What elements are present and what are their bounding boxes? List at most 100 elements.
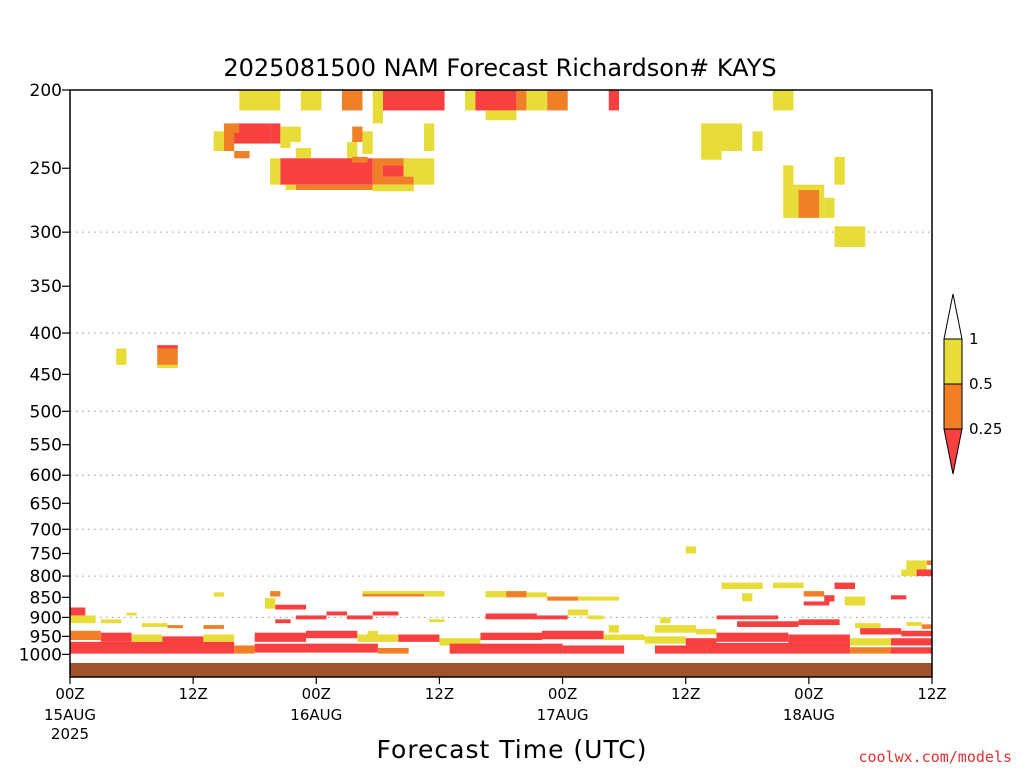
y-tick-label-500: 500 — [30, 402, 62, 422]
ri-cell-17 — [213, 131, 224, 151]
ri-cell-122 — [644, 636, 686, 644]
x-tick-label-3: 12Z — [425, 685, 454, 703]
y-tick-label-450: 450 — [30, 365, 62, 385]
ri-cell-57 — [916, 569, 932, 577]
ri-cell-45 — [798, 189, 820, 218]
ri-cell-102 — [737, 621, 799, 628]
ri-cell-87 — [295, 615, 327, 620]
x-tick-label-5: 12Z — [671, 685, 700, 703]
ri-cell-133 — [562, 645, 625, 654]
ri-cell-96 — [588, 615, 604, 620]
ri-cell-60 — [834, 582, 856, 590]
ri-cell-82 — [141, 623, 168, 628]
ri-cell-116 — [357, 634, 399, 642]
ri-cell-11 — [772, 90, 794, 111]
ri-cell-35 — [372, 158, 383, 185]
ri-cell-126 — [849, 638, 891, 646]
credit-text: coolwx.com/models — [858, 748, 1012, 766]
y-tick-label-350: 350 — [30, 277, 62, 297]
ri-cell-20 — [280, 126, 291, 149]
y-tick-label-800: 800 — [30, 567, 62, 587]
ri-cell-127 — [890, 638, 932, 646]
ri-cell-129 — [234, 645, 255, 654]
ri-cell-1 — [300, 90, 322, 111]
plot-frame — [69, 89, 933, 678]
y-tick-label-850: 850 — [30, 588, 62, 608]
ri-cell-113 — [203, 634, 235, 642]
ground-band — [70, 663, 932, 677]
ri-cell-42 — [372, 184, 414, 192]
x-tick-year-0: 2025 — [51, 725, 89, 743]
ri-cell-5 — [465, 90, 476, 111]
ri-cell-77 — [803, 601, 830, 606]
y-tick-label-400: 400 — [30, 324, 62, 344]
ri-cell-90 — [372, 611, 399, 616]
ri-cell-12 — [372, 110, 383, 124]
x-tick-date-2: 16AUG — [290, 706, 342, 724]
ground-layer — [70, 663, 932, 677]
ri-cell-62 — [213, 592, 224, 597]
ri-cell-50 — [157, 348, 178, 365]
x-tick-label-6: 00Z — [794, 685, 823, 703]
ri-cell-132 — [449, 643, 563, 654]
y-tick-label-550: 550 — [30, 436, 62, 456]
ri-cell-109 — [70, 630, 101, 641]
ri-cell-117 — [398, 634, 440, 642]
ri-cell-55 — [926, 560, 932, 565]
ri-cell-53 — [685, 546, 696, 554]
ri-cell-134 — [654, 645, 707, 654]
ri-cell-121 — [603, 634, 645, 641]
ri-cell-10 — [608, 90, 620, 111]
y-tick-label-950: 950 — [30, 627, 62, 647]
y-tick-label-650: 650 — [30, 494, 62, 514]
ri-cell-0 — [239, 90, 281, 111]
ri-cell-32 — [295, 184, 373, 190]
ri-cell-94 — [536, 615, 568, 620]
ri-cell-135 — [706, 642, 850, 654]
ri-cell-115 — [306, 630, 358, 639]
y-axis: 200 250 300 350 400 450 500 550 600 650 700 750 8008… — [19, 81, 70, 665]
ri-cell-48 — [834, 226, 866, 248]
ri-cell-37 — [382, 176, 414, 185]
ri-cell-56 — [901, 569, 917, 577]
ri-cell-108 — [921, 624, 932, 629]
y-tick-label-900: 900 — [30, 608, 62, 628]
ri-cell-114 — [254, 632, 307, 642]
ri-cell-104 — [855, 623, 881, 629]
ri-cell-58 — [721, 582, 763, 590]
ri-cell-46 — [824, 197, 835, 218]
ri-cell-74 — [824, 595, 835, 602]
y-tick-label-250: 250 — [30, 159, 62, 179]
ri-cell-6 — [475, 90, 517, 111]
ri-cell-59 — [772, 582, 804, 589]
ri-cell-39 — [403, 158, 425, 177]
ri-cell-128 — [70, 641, 235, 654]
ri-cell-68 — [485, 591, 507, 598]
ri-cell-111 — [131, 634, 163, 642]
ri-cell-101 — [716, 615, 779, 620]
ri-cell-106 — [901, 630, 932, 637]
x-tick-label-7: 12Z — [917, 685, 946, 703]
ri-cell-136 — [849, 647, 891, 654]
ri-cell-13 — [485, 110, 517, 121]
ri-cell-75 — [844, 596, 866, 606]
ri-cell-110 — [100, 632, 132, 642]
ri-cell-95 — [567, 609, 589, 616]
colorbar-label-1: 0.5 — [969, 375, 993, 393]
x-tick-label-0: 00Z — [55, 685, 84, 703]
x-tick-label-4: 00Z — [548, 685, 577, 703]
x-tick-date-4: 17AUG — [537, 706, 589, 724]
ri-cell-61 — [742, 593, 753, 602]
ri-cell-93 — [485, 613, 537, 620]
ri-cell-19 — [234, 150, 250, 159]
ri-cell-79 — [70, 615, 96, 624]
x-tick-date-0: 15AUG — [44, 706, 96, 724]
ri-cell-31 — [280, 158, 373, 185]
ri-cell-64 — [270, 591, 281, 597]
ri-cell-72 — [577, 596, 620, 601]
ri-cell-70 — [526, 592, 548, 598]
ri-cell-107 — [906, 622, 922, 626]
grid-lines — [70, 231, 932, 618]
